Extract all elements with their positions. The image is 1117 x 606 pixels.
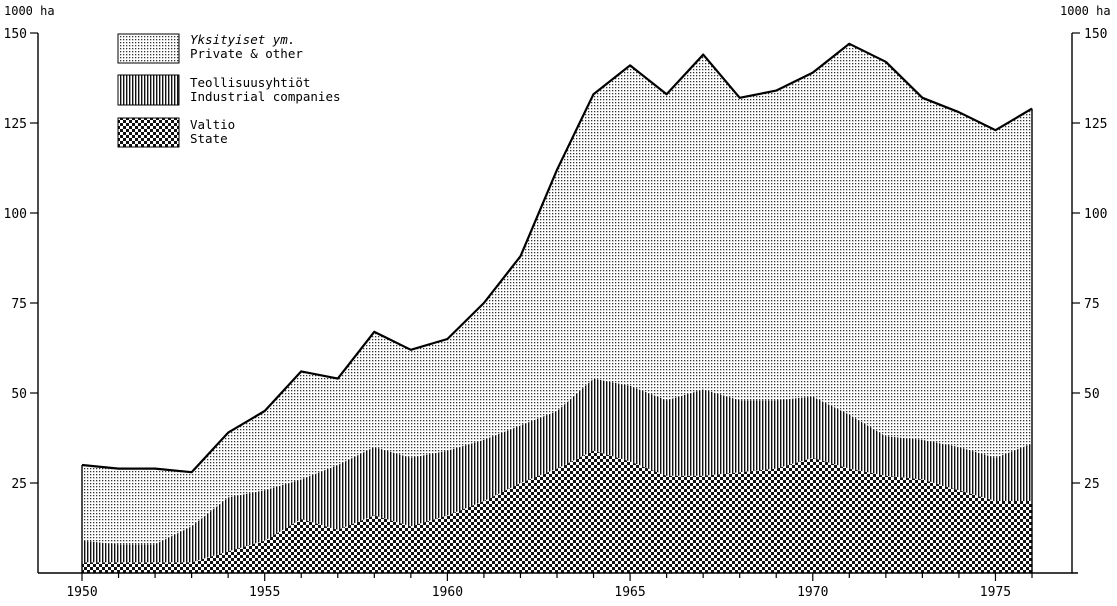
area-layer	[81, 42, 1033, 573]
left-unit-label: 1000 ha	[4, 4, 55, 18]
legend: Yksityiset ym. Private & other Teollisuu…	[117, 32, 341, 148]
legend-item-industrial: Teollisuusyhtiöt Industrial companies	[117, 74, 341, 106]
right-unit-label: 1000 ha	[1060, 4, 1111, 18]
legend-item-state: Valtio State	[117, 117, 235, 148]
left-y-tick-label: 125	[4, 117, 27, 132]
x-tick-label: 1970	[797, 585, 828, 600]
left-y-tick-label: 100	[4, 207, 27, 222]
x-tick-label: 1960	[432, 585, 463, 600]
legend-label-state-fi: Valtio	[190, 117, 235, 132]
left-y-tick-label: 25	[11, 477, 27, 492]
right-y-tick-label: 100	[1084, 207, 1107, 222]
right-y-tick-label: 125	[1084, 117, 1107, 132]
right-y-tick-label: 50	[1084, 387, 1100, 402]
total-outline	[81, 42, 1033, 474]
legend-label-private-fi: Yksityiset ym.	[190, 32, 295, 47]
legend-label-industrial-en: Industrial companies	[190, 89, 341, 104]
right-y-tick-label: 75	[1084, 297, 1100, 312]
left-y-tick-label: 150	[4, 27, 27, 42]
legend-label-private-en: Private & other	[190, 46, 303, 61]
legend-item-private: Yksityiset ym. Private & other	[117, 32, 303, 64]
right-y-tick-label: 25	[1084, 477, 1100, 492]
legend-label-industrial-fi: Teollisuusyhtiöt	[190, 75, 310, 90]
x-tick-label: 1965	[614, 585, 645, 600]
right-y-tick-label: 150	[1084, 27, 1107, 42]
legend-label-state-en: State	[190, 131, 228, 146]
area-private-other	[82, 43, 1032, 545]
legend-swatch-industrial	[117, 74, 180, 106]
x-tick-label: 1950	[66, 585, 97, 600]
left-y-tick-label: 50	[11, 387, 27, 402]
area-state	[82, 450, 1032, 573]
area-industrial-companies	[82, 378, 1032, 563]
left-y-tick-label: 75	[11, 297, 27, 312]
tick-layer: 1950 1955 1960 1965 1970 1975 25 25 50 50 75 75 100 1…	[4, 27, 1108, 600]
x-tick-label: 1975	[980, 585, 1011, 600]
legend-swatch-state	[117, 117, 180, 148]
legend-swatch-private	[117, 33, 180, 64]
x-tick-label: 1955	[249, 585, 280, 600]
